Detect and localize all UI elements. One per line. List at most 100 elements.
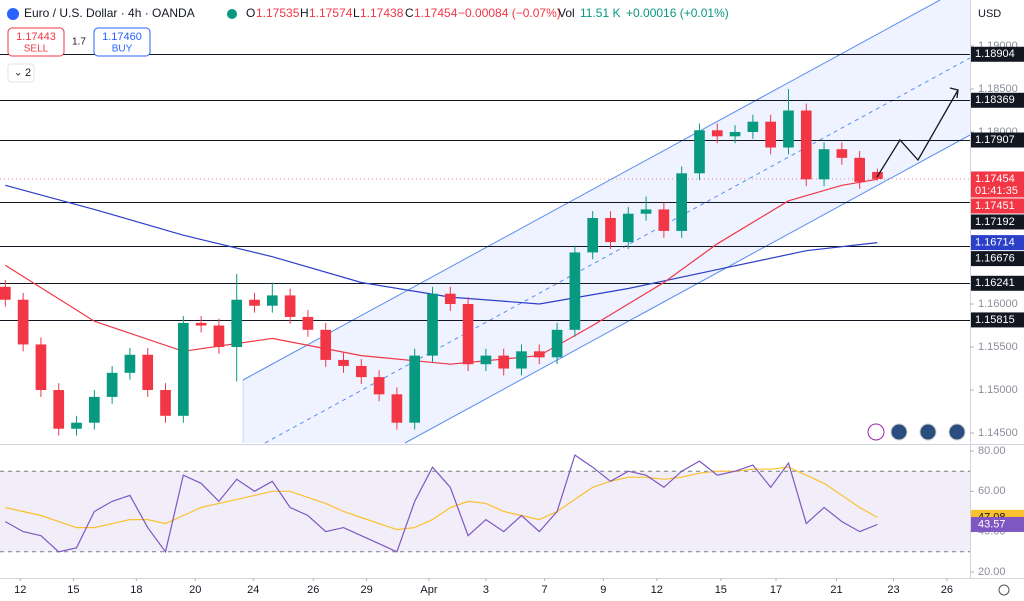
- y-tick-label: 80.00: [978, 445, 1006, 457]
- price-label-box: [971, 214, 1024, 230]
- price-label: 1.17192: [975, 216, 1015, 228]
- settings-icon[interactable]: [998, 584, 1010, 596]
- channel-mid: [264, 57, 971, 444]
- chevron: ⌄: [14, 68, 22, 79]
- candle-body: [320, 329, 332, 360]
- candle-body: [35, 344, 47, 391]
- candle-body: [106, 372, 118, 397]
- price-label-box: [971, 251, 1024, 267]
- x-tick-label: 24: [247, 584, 259, 596]
- candle-body: [124, 354, 136, 373]
- ohlc-label: O: [246, 6, 255, 20]
- candle-body: [800, 110, 812, 180]
- ohlc-label: L: [353, 6, 360, 20]
- x-tick-label: 12: [651, 584, 663, 596]
- x-tick-label: 15: [715, 584, 727, 596]
- currency: USD: [978, 8, 1001, 20]
- buy-price: 1.17460: [102, 31, 142, 43]
- price-label: 1.17907: [975, 134, 1015, 146]
- candle-body: [213, 325, 225, 348]
- candle-body: [711, 130, 723, 137]
- change: −0.00084 (−0.07%): [458, 6, 561, 20]
- candle-body: [747, 121, 759, 133]
- symbol: Euro / U.S. Dollar · 4h · OANDA: [24, 6, 195, 20]
- candle-body: [284, 295, 296, 317]
- x-tick-label: 26: [941, 584, 953, 596]
- candle-body: [676, 173, 688, 231]
- price-label-box: [971, 198, 1024, 214]
- vol-label: Vol: [558, 6, 575, 20]
- channel-lower: [404, 134, 971, 444]
- x-tick-label: 20: [189, 584, 201, 596]
- series-line: [5, 454, 878, 554]
- indicators-toggle[interactable]: [7, 63, 35, 83]
- spread: 1.7: [72, 37, 86, 48]
- candle-body: [480, 355, 492, 365]
- candle-body: [409, 355, 421, 423]
- icon: [919, 423, 937, 441]
- indicator-count: 2: [25, 67, 31, 79]
- sell-price: 1.17443: [16, 31, 56, 43]
- x-tick-label: 18: [130, 584, 142, 596]
- candle-body: [160, 390, 171, 416]
- candle-body: [694, 130, 705, 174]
- ohlc-value: 1.17454: [414, 6, 458, 20]
- candle-body: [249, 299, 260, 306]
- ohlc-value: 1.17438: [360, 6, 404, 20]
- candle-body: [373, 377, 385, 395]
- price-label: 1.16241: [975, 277, 1015, 289]
- sell-button[interactable]: [7, 27, 65, 57]
- candle-body: [427, 293, 438, 356]
- candle-body: [783, 110, 794, 148]
- market-status: [227, 9, 237, 19]
- price-label: 1.18904: [975, 48, 1015, 60]
- price-label-extra: 01:41:35: [975, 185, 1018, 197]
- price-label-box: [971, 171, 1024, 198]
- candle-body: [195, 322, 207, 326]
- candle-body: [533, 351, 545, 358]
- candle-body: [17, 299, 29, 345]
- x-tick-label: 21: [830, 584, 842, 596]
- price-label-box: [971, 312, 1024, 328]
- projection-path: [876, 89, 959, 178]
- ohlc-value: 1.17574: [309, 6, 353, 20]
- y-tick-label: 1.15000: [978, 384, 1018, 396]
- price-label: 1.16714: [975, 237, 1015, 249]
- candle-body: [231, 299, 243, 348]
- ohlc-value: 1.17535: [256, 6, 300, 20]
- price-label-box: [971, 275, 1024, 291]
- y-tick-label: 1.18500: [978, 83, 1018, 95]
- vol-change: +0.00016 (+0.01%): [626, 6, 729, 20]
- price-label: 1.17454: [975, 173, 1015, 185]
- rsi-band: [0, 471, 970, 552]
- buy-button[interactable]: [93, 27, 151, 57]
- candle-body: [88, 396, 100, 423]
- candle-body: [391, 394, 403, 423]
- candle-body: [658, 209, 670, 231]
- candle-body: [53, 390, 65, 429]
- candle-body: [836, 149, 848, 158]
- rsi-panel: [0, 454, 970, 554]
- candle-body: [177, 322, 189, 416]
- candle-body: [0, 286, 11, 300]
- y-tick-label: 20.00: [978, 566, 1006, 578]
- candle-body: [516, 351, 527, 369]
- vol: 11.51 K: [580, 6, 620, 20]
- candle-body: [854, 157, 865, 182]
- icon: [867, 423, 885, 441]
- x-tick-label: 12: [14, 584, 26, 596]
- candle-body: [605, 218, 616, 243]
- y-tick-label: 1.16000: [978, 298, 1018, 310]
- buy-label: BUY: [112, 44, 133, 55]
- price-label-box: [971, 132, 1024, 148]
- candle-body: [622, 213, 634, 243]
- x-tick-label: Apr: [420, 584, 437, 596]
- x-tick-label: 17: [770, 584, 782, 596]
- ohlc-label: C: [405, 6, 414, 20]
- candle-body: [587, 218, 599, 253]
- candle-body: [765, 121, 776, 148]
- candle-body: [551, 329, 563, 358]
- candle-body: [302, 316, 314, 330]
- price-label: 1.15815: [975, 314, 1015, 326]
- candle-body: [640, 209, 652, 214]
